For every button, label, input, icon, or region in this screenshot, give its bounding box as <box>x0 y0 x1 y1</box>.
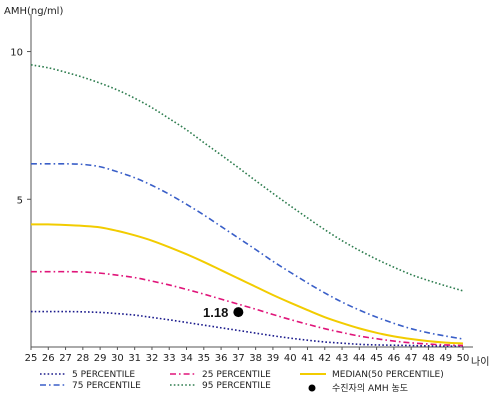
legend-marker-dot <box>308 384 316 392</box>
x-tick-label: 27 <box>59 353 72 364</box>
x-tick-label: 35 <box>197 353 210 364</box>
x-tick-label: 45 <box>370 353 383 364</box>
x-tick-label: 40 <box>284 353 297 364</box>
legend-label: MEDIAN(50 PERCENTILE) <box>332 370 444 380</box>
y-tick-label: 10 <box>10 48 23 59</box>
x-tick-label: 44 <box>353 353 366 364</box>
x-tick-label: 25 <box>25 353 38 364</box>
x-tick-label: 36 <box>215 353 228 364</box>
x-tick-label: 46 <box>388 353 401 364</box>
x-tick-label: 39 <box>267 353 280 364</box>
y-tick-label: 5 <box>17 195 23 206</box>
x-tick-label: 34 <box>180 353 193 364</box>
x-tick-label: 42 <box>318 353 331 364</box>
axes: 5 10 25 26 27 28 29 30 31 32 33 34 35 36 37 38 39 40 41 42 4… <box>10 14 473 364</box>
legend: 5 PERCENTILE 25 PERCENTILE MEDIAN(50 PERCE… <box>40 370 444 394</box>
x-tick-label: 48 <box>422 353 435 364</box>
x-tick-label: 49 <box>439 353 452 364</box>
y-axis-label: AMH(ng/ml) <box>4 6 63 17</box>
x-axis-label: 나이 <box>471 356 489 368</box>
patient-amh-value-label: 1.18 <box>203 305 228 320</box>
series-line-2 <box>30 223 464 345</box>
series-layer <box>30 64 464 347</box>
legend-label: 25 PERCENTILE <box>202 370 271 380</box>
x-tick-label: 33 <box>163 353 176 364</box>
patient-amh-point <box>233 307 244 318</box>
x-tick-label: 29 <box>94 353 107 364</box>
series-line-3 <box>30 162 464 340</box>
legend-label: 75 PERCENTILE <box>72 381 141 391</box>
x-tick-label: 38 <box>249 353 262 364</box>
x-tick-label: 41 <box>301 353 314 364</box>
series-line-1 <box>31 270 464 347</box>
x-tick-label: 50 <box>457 353 470 364</box>
legend-label: 수진자의 AMH 농도 <box>332 383 408 394</box>
x-tick-label: 28 <box>76 353 89 364</box>
x-tick-label: 47 <box>405 353 418 364</box>
legend-label: 5 PERCENTILE <box>72 370 135 380</box>
x-tick-label: 43 <box>336 353 349 364</box>
x-tick-label: 37 <box>232 353 245 364</box>
x-tick-label: 32 <box>146 353 159 364</box>
series-line-4 <box>30 64 464 292</box>
series-line-0 <box>31 310 464 347</box>
x-tick-label: 26 <box>42 353 55 364</box>
legend-label: 95 PERCENTILE <box>202 381 271 391</box>
patient-marker-layer: 1.18 <box>203 305 244 320</box>
x-tick-label: 31 <box>128 353 141 364</box>
x-tick-label: 30 <box>111 353 124 364</box>
